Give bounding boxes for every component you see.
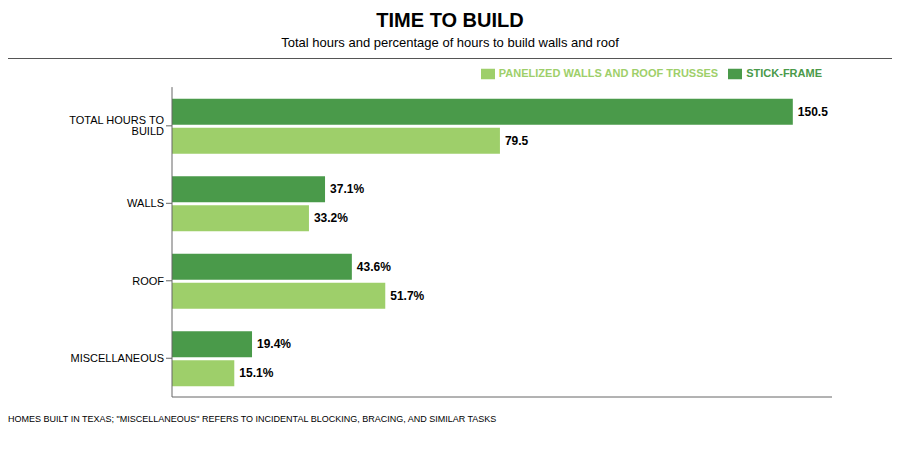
- html-text:TIME TO BUILD: TIME TO BUILD: [376, 9, 524, 31]
- html-text:STICK-FRAME: STICK-FRAME: [746, 67, 822, 79]
- svg-text:ROOF: ROOF: [132, 275, 164, 287]
- svg-text:150.5: 150.5: [798, 105, 828, 119]
- html-text:Total hours and percentage of: Total hours and percentage of hours to b…: [281, 35, 619, 50]
- svg-text:33.2%: 33.2%: [314, 211, 348, 225]
- svg-text:51.7%: 51.7%: [390, 289, 424, 303]
- svg-text:TOTAL HOURS TOBUILD: TOTAL HOURS TOBUILD: [69, 114, 164, 137]
- svg-text:WALLS: WALLS: [127, 197, 164, 209]
- svg-text:19.4%: 19.4%: [257, 337, 291, 351]
- svg-text:MISCELLANEOUS: MISCELLANEOUS: [70, 352, 164, 364]
- svg-text:79.5: 79.5: [505, 134, 529, 148]
- html-text:PANELIZED WALLS AND ROOF TRUSS: PANELIZED WALLS AND ROOF TRUSSES: [498, 67, 719, 79]
- html-text:HOMES BUILT IN TEXAS; "MISCELL: HOMES BUILT IN TEXAS; "MISCELLANEOUS" RE…: [8, 414, 497, 424]
- svg-text:43.6%: 43.6%: [357, 260, 391, 274]
- svg-text:37.1%: 37.1%: [330, 182, 364, 196]
- svg-text:15.1%: 15.1%: [239, 366, 273, 380]
